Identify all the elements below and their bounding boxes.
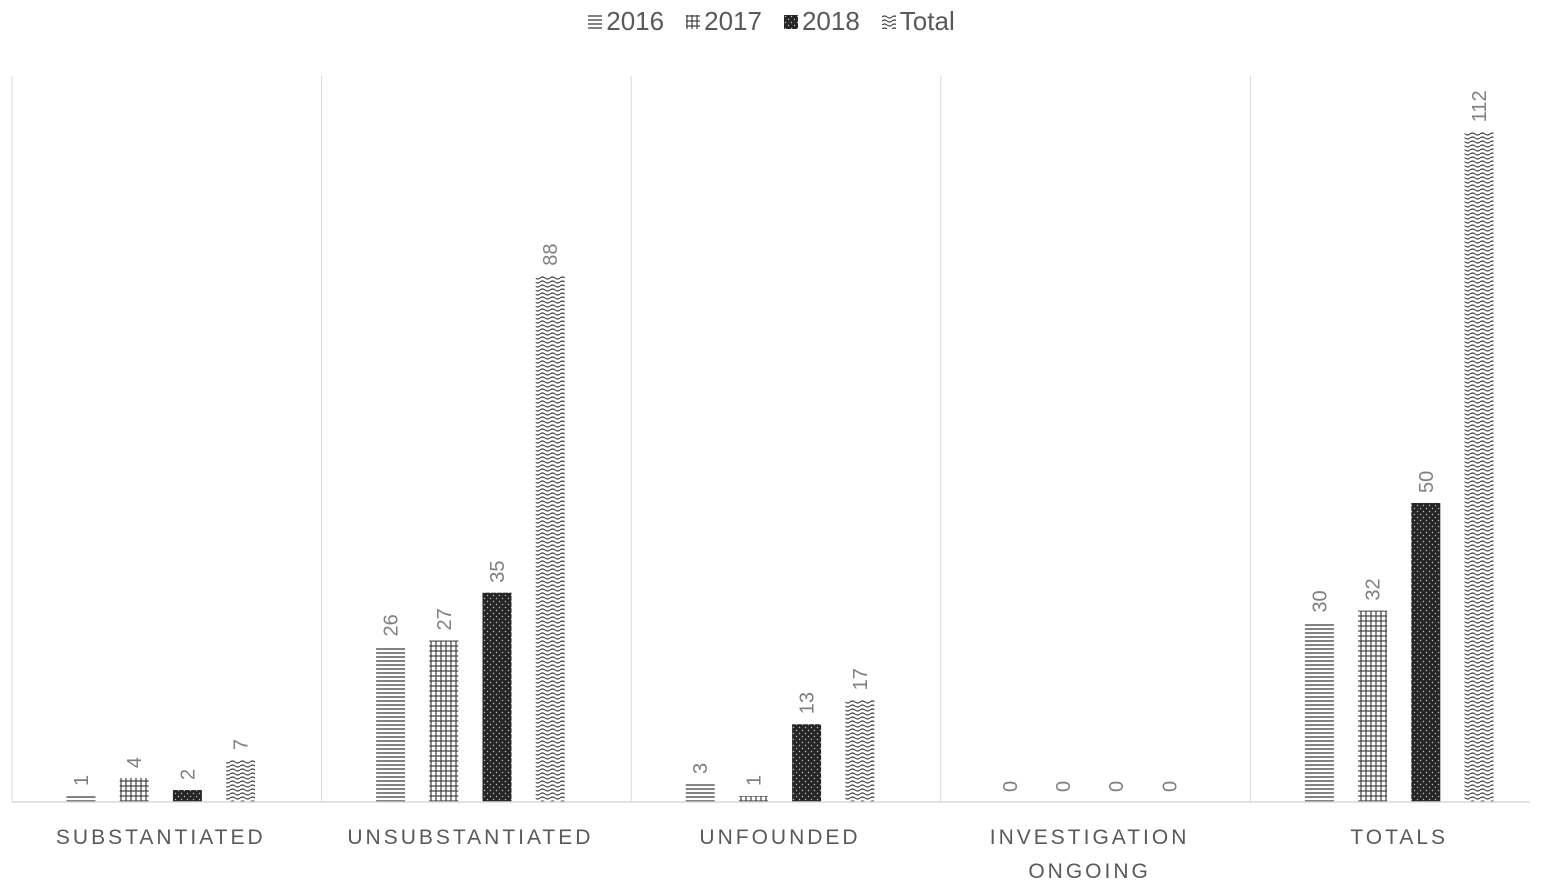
category-label-1: UNSUBSTANTIATED xyxy=(347,826,593,849)
category-label-3-line2: ONGOING xyxy=(1028,860,1151,880)
data-label-2018-2: 13 xyxy=(797,692,819,714)
data-label-2018-4: 50 xyxy=(1416,471,1438,493)
bar-total-0 xyxy=(226,760,256,802)
category-label-0: SUBSTANTIATED xyxy=(56,826,266,849)
legend-item-2018: 2018 xyxy=(783,6,860,37)
legend-swatch-2017 xyxy=(686,14,701,29)
data-label-2016-0: 1 xyxy=(71,775,93,786)
data-label-total-2: 17 xyxy=(850,668,872,690)
data-label-2016-2: 3 xyxy=(690,763,712,774)
data-label-2018-1: 35 xyxy=(487,560,509,582)
bar-2018-2 xyxy=(792,724,822,802)
bar-total-2 xyxy=(845,700,875,802)
legend-label-2017: 2017 xyxy=(704,6,762,36)
category-label-4: TOTALS xyxy=(1350,826,1448,849)
data-label-2017-3: 0 xyxy=(1053,781,1075,792)
bar-2017-1 xyxy=(429,640,459,802)
bar-2018-4 xyxy=(1411,503,1441,802)
data-label-2016-4: 30 xyxy=(1309,590,1331,612)
chart-legend: 2016 2017 2018 Total xyxy=(0,6,1543,37)
bar-2018-0 xyxy=(172,790,202,802)
data-label-total-3: 0 xyxy=(1159,781,1181,792)
data-label-total-0: 7 xyxy=(231,739,253,750)
data-label-2017-1: 27 xyxy=(434,608,456,630)
bar-2017-0 xyxy=(119,778,149,802)
data-label-2016-1: 26 xyxy=(381,614,403,636)
legend-swatch-2018 xyxy=(783,14,798,29)
legend-item-total: Total xyxy=(881,6,955,37)
legend-label-total: Total xyxy=(899,6,955,36)
bar-total-4 xyxy=(1464,132,1494,803)
bar-2018-1 xyxy=(482,592,512,802)
category-label-2: UNFOUNDED xyxy=(699,826,860,849)
bar-2017-4 xyxy=(1358,610,1388,802)
data-label-total-4: 112 xyxy=(1469,90,1491,122)
data-label-2017-0: 4 xyxy=(124,757,146,768)
data-label-2017-4: 32 xyxy=(1363,578,1385,600)
bar-2017-2 xyxy=(738,796,768,802)
bar-2016-2 xyxy=(685,784,715,802)
category-label-3: INVESTIGATION xyxy=(990,826,1190,849)
data-label-2017-2: 1 xyxy=(743,775,765,786)
data-label-2016-3: 0 xyxy=(1000,781,1022,792)
bar-2016-1 xyxy=(376,646,406,802)
legend-label-2018: 2018 xyxy=(801,6,860,36)
legend-item-2017: 2017 xyxy=(686,6,762,37)
data-label-2018-0: 2 xyxy=(177,769,199,780)
bar-2016-4 xyxy=(1304,622,1334,802)
legend-item-2016: 2016 xyxy=(588,6,664,37)
bar-total-1 xyxy=(535,275,565,802)
data-label-2018-3: 0 xyxy=(1106,781,1128,792)
legend-swatch-total xyxy=(881,14,896,29)
legend-label-2016: 2016 xyxy=(606,6,665,36)
legend-swatch-2016 xyxy=(588,14,603,29)
data-label-total-1: 88 xyxy=(540,244,562,266)
bar-2016-0 xyxy=(66,796,96,802)
